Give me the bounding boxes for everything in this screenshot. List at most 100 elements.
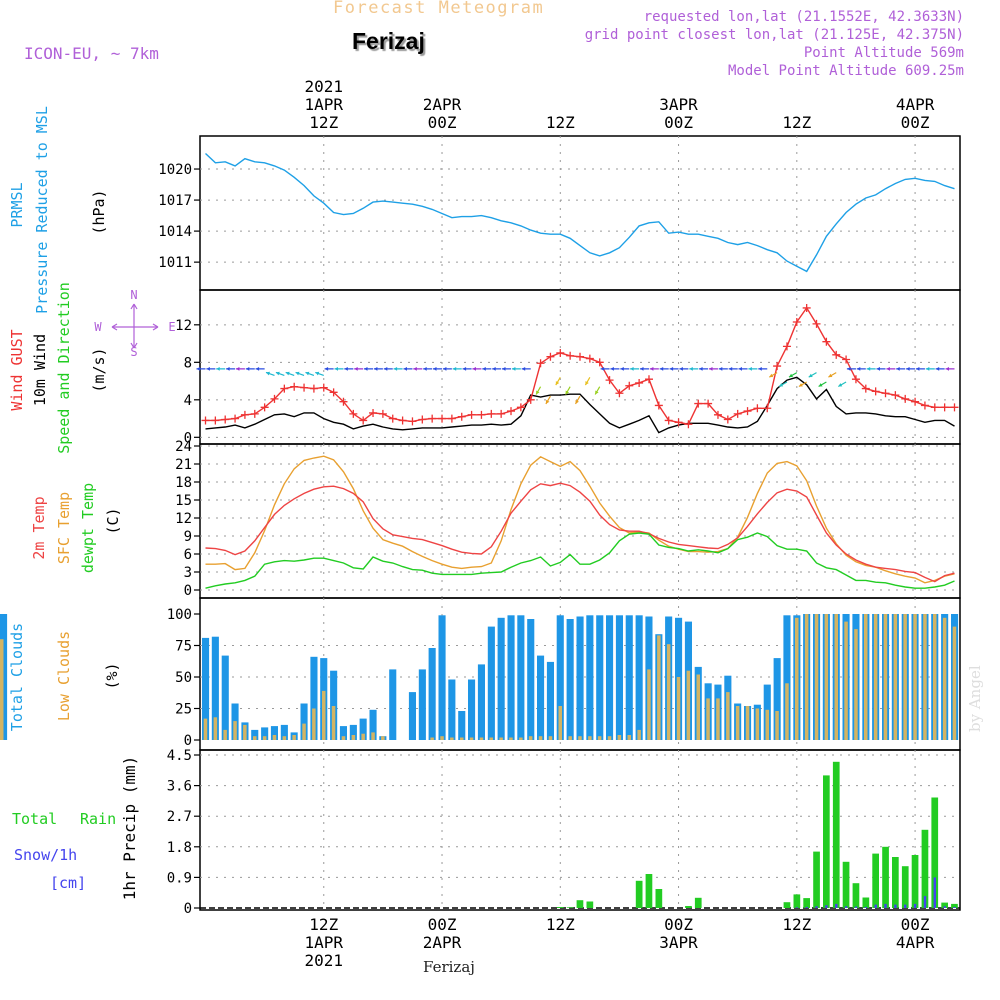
gust-marker [664,416,673,425]
gust-marker [763,404,772,413]
rain-bar [556,907,564,908]
wind-arrow-head [886,367,890,371]
gust-marker [654,401,663,410]
wind-arrow-head [334,367,338,371]
y-tick-label: 1014 [158,224,192,240]
total-cloud-bar [566,619,574,740]
top-time-label: 12Z [546,113,575,132]
total-cloud-bar [369,709,377,740]
low-cloud-bar [223,729,227,740]
wind-arrow-head [600,367,605,371]
total-cloud-bar [477,664,485,740]
wind-arrow-head [728,367,733,371]
low-cloud-bar [243,724,247,740]
gust-marker [920,401,929,410]
gust-marker [802,303,811,312]
y-tick-label: 0 [184,901,192,917]
y-tick-label: 0.9 [167,870,192,886]
total-cloud-bar [418,669,426,740]
gust-marker [940,403,949,412]
wind-arrow-head [876,367,880,371]
snow-bar [854,906,858,908]
low-cloud-bar [706,698,710,740]
low-cloud-bar [371,732,375,740]
low-cloud-bar [322,690,326,740]
temp-unit: (C) [104,507,122,534]
wind-arrow-head [452,367,457,371]
bottom-time-label: 2021 [304,951,343,970]
wind-arrow-head [206,367,210,371]
gust-label: Wind GUST [8,329,26,410]
rain-bar [685,906,692,908]
y-tick-label: 9 [184,529,192,545]
top-time-label: 12Z [309,113,338,132]
snow-bar [943,906,946,908]
precip-axis-label: 1hr Precip (mm) [120,756,139,901]
snow-bar [835,903,838,908]
low-cloud-bar [795,617,799,740]
gust-marker [674,418,683,427]
low-cloud-bar [597,736,602,740]
y-tick-label: 18 [175,475,192,491]
rain-bar [694,897,702,908]
gust-marker [516,403,525,412]
y-tick-label: 100 [167,607,192,623]
gust-marker [615,389,624,398]
y-tick-label: 4 [184,393,192,409]
low-cloud-bar [331,706,336,740]
wind-arrow-head [383,367,388,371]
total-cloud-bar [221,655,229,740]
wind-arrow-head [226,367,230,371]
gust-marker [891,391,900,400]
gust-marker [457,412,466,421]
gust-marker [842,355,851,364]
temp-2m-line [205,482,955,583]
low-clouds-label: Low Clouds [55,631,73,721]
wind-arrow-head [585,381,589,386]
rain-bar [635,880,643,908]
rain-legend-total: Total [12,810,57,828]
gust-marker [743,407,752,416]
total-cloud-bar [0,614,8,740]
low-cloud-bar [933,614,937,740]
dewpoint-label: dewpt Temp [79,483,97,573]
snow-bar [894,904,897,908]
gust-marker [753,404,762,413]
y-tick-label: 0 [184,583,192,599]
wind-arrow-head [545,399,550,404]
total-cloud-bar [448,679,456,740]
wind-arrow-head [595,390,599,395]
compass-north: N [130,288,137,302]
gust-marker [901,394,910,403]
wind-arrow-head [344,367,348,371]
y-tick-label: 12 [175,318,192,334]
total-cloud-bar [556,615,564,740]
low-cloud-bar [519,737,523,740]
snow-bar [913,903,917,908]
rain-bar [852,883,860,908]
total-cloud-bar [359,718,367,740]
snow-bar [795,907,798,908]
low-cloud-bar [716,698,720,740]
low-cloud-bar [765,709,769,740]
y-tick-label: 8 [184,355,192,371]
low-cloud-bar [952,626,957,740]
total-cloud-bar [546,661,554,740]
rain-bar [842,861,850,908]
location-title: Ferizaj [352,28,425,54]
wind-arrow-head [620,367,624,371]
wind-arrow-head [738,367,742,371]
wind-arrow-head [758,367,762,371]
gust-marker [418,415,427,424]
low-cloud-bar [262,736,267,740]
gust-marker [497,409,506,418]
gust-marker [635,378,644,387]
low-cloud-bar [686,670,691,740]
gust-marker [487,409,496,418]
total-cloud-bar [615,615,623,740]
total-cloud-bar [596,615,604,740]
gust-marker [398,416,407,425]
rain-bar [576,900,584,908]
model-altitude: Model Point Altitude 609.25m [727,63,964,79]
